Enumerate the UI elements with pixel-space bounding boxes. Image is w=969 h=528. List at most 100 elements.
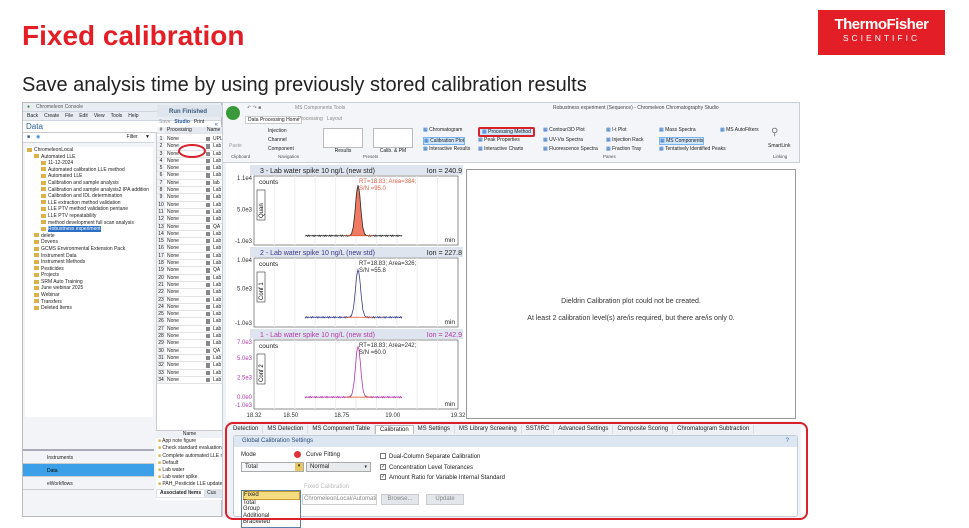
- col-name[interactable]: Name: [207, 127, 221, 133]
- table-row[interactable]: 14 None Lab: [157, 230, 223, 239]
- pane-tentatively-identified-peaks[interactable]: ▦ Tentatively Identified Peaks: [659, 146, 726, 152]
- table-row[interactable]: 5 None Lab: [157, 165, 223, 173]
- tree-item[interactable]: SRM Auto Training: [25, 279, 153, 286]
- assoc-item[interactable]: ■ App note figure: [158, 438, 197, 445]
- menu-create[interactable]: Create: [44, 113, 60, 119]
- mode-option-fixed[interactable]: Fixed: [243, 491, 300, 500]
- mode-option-total[interactable]: Total: [243, 499, 256, 506]
- component-button[interactable]: Component: [268, 146, 294, 152]
- tree-item[interactable]: Robustness experiment: [25, 226, 153, 233]
- tab-ms-settings[interactable]: MS Settings: [414, 425, 456, 434]
- tab-chromatogram-subtraction[interactable]: Chromatogram Subtraction: [673, 425, 755, 434]
- checkbox-row[interactable]: ✓ Concentration Level Tolerances: [380, 463, 473, 471]
- tab-layout[interactable]: Layout: [327, 116, 343, 122]
- tree-item[interactable]: Pesticides: [25, 266, 153, 273]
- table-row[interactable]: 18 None Lab: [157, 260, 223, 268]
- quick-access-toolbar[interactable]: ↶ ↷ ■: [247, 105, 262, 111]
- print-button[interactable]: Print: [193, 119, 205, 125]
- mode-option-additional[interactable]: Additional: [243, 512, 270, 519]
- pane-ms-components[interactable]: ▦ MS Components: [659, 136, 705, 145]
- checkbox-row[interactable]: ✓ Amount Ratio for Variable Internal Stan…: [380, 474, 505, 481]
- pane-injection-rack[interactable]: ▦ Injection Rack: [606, 136, 644, 143]
- tree-item[interactable]: Projects: [25, 272, 153, 279]
- checkbox[interactable]: [380, 453, 386, 460]
- pane-chromatogram[interactable]: ▦ Chromatogram: [423, 127, 463, 133]
- channel-button[interactable]: Channel: [268, 137, 287, 143]
- table-row[interactable]: 30 None QA: [157, 347, 223, 355]
- table-row[interactable]: 17 None Lab: [157, 252, 223, 261]
- calib-pm-preset[interactable]: Calib. & PM: [373, 128, 413, 154]
- tree-item[interactable]: June webinar 2025: [25, 285, 153, 292]
- pane-mass-spectra[interactable]: ▦ Mass Spectra: [659, 127, 696, 133]
- table-row[interactable]: 33 None Lab: [157, 369, 223, 377]
- checkbox[interactable]: ✓: [380, 474, 386, 481]
- table-row[interactable]: 27 None Lab: [157, 325, 223, 334]
- tree-item[interactable]: delete: [25, 233, 153, 240]
- menu-view[interactable]: View: [93, 113, 105, 119]
- pane-uv-vis-spectra[interactable]: ▦ UV-Vis Spectra: [543, 136, 583, 143]
- pane-contour-3d-plot[interactable]: ▦ Contour/3D Plot: [543, 127, 585, 133]
- tree-item[interactable]: LLE extraction method validation: [25, 200, 153, 207]
- tree-item[interactable]: Deleted Items: [25, 305, 153, 312]
- menu-help[interactable]: Help: [128, 113, 139, 119]
- tree-item[interactable]: LLE PTV method validation pentane: [25, 206, 153, 213]
- tree-item[interactable]: Calibration and IDL determination: [25, 193, 153, 200]
- table-row[interactable]: 31 None Lab: [157, 354, 223, 363]
- pane-peak-properties[interactable]: ▦ Peak Properties: [478, 136, 520, 143]
- tree-item[interactable]: Instrument Data: [25, 253, 153, 260]
- assoc-item[interactable]: ■ Lab water: [158, 467, 185, 474]
- mode-dropdown[interactable]: Total ▾: [241, 462, 304, 472]
- pane-calibration-plot[interactable]: ▦ Calibration Plot: [423, 136, 466, 145]
- tab-associated-items[interactable]: Associated Items: [157, 489, 205, 497]
- browse-button[interactable]: Browse...: [381, 494, 419, 505]
- tab-processing[interactable]: Processing: [298, 116, 323, 122]
- tab-detection[interactable]: Detection: [229, 425, 264, 434]
- save-button[interactable]: Save: [159, 119, 171, 125]
- tree-item[interactable]: Transfers: [25, 299, 153, 306]
- results-preset[interactable]: Results: [323, 128, 363, 154]
- table-row[interactable]: 13 None QA: [157, 223, 223, 231]
- studio-button[interactable]: Studio: [174, 119, 190, 125]
- help-icon[interactable]: ?: [785, 438, 789, 444]
- table-row[interactable]: 22 None Lab: [157, 289, 223, 297]
- tab-custom[interactable]: Cus: [207, 489, 217, 496]
- pane-fluorescence-spectra[interactable]: ▦ Fluorescence Spectra: [543, 146, 598, 152]
- tree-item[interactable]: LLE PTV repeatability: [25, 213, 153, 220]
- paste-button[interactable]: Paste: [229, 143, 242, 149]
- checkbox[interactable]: ✓: [380, 463, 386, 470]
- menu-file[interactable]: File: [65, 113, 74, 119]
- assoc-item[interactable]: ■ Default: [158, 459, 179, 466]
- tree-item[interactable]: Calibration and sample analysis2 IPA add…: [25, 187, 153, 194]
- table-row[interactable]: 26 None Lab: [157, 318, 223, 326]
- tab-ms-library-screening[interactable]: MS Library Screening: [455, 425, 522, 434]
- menu-tools[interactable]: Tools: [110, 113, 123, 119]
- table-row[interactable]: 1 None UPL: [157, 136, 223, 144]
- update-button[interactable]: Update: [426, 494, 464, 505]
- injection-button[interactable]: Injection: [268, 128, 287, 134]
- table-row[interactable]: 29 None Lab: [157, 340, 223, 348]
- table-row[interactable]: 4 None Lab: [157, 157, 223, 166]
- pane-i-t-plot[interactable]: ▦ I-t Plot: [606, 127, 627, 133]
- fixed-calibration-path[interactable]: ChromeleonLocal/Automati: [302, 494, 377, 505]
- table-row[interactable]: 6 None Lab: [157, 172, 223, 180]
- nav-eworkflows[interactable]: eWorkflows: [23, 477, 154, 490]
- tab-composite-scoring[interactable]: Composite Scoring: [613, 425, 674, 434]
- table-row[interactable]: 15 None Lab: [157, 238, 223, 246]
- tree-item[interactable]: 11-12-2024: [25, 160, 153, 167]
- table-row[interactable]: 12 None Lab: [157, 216, 223, 224]
- table-row[interactable]: 10 None Lab: [157, 201, 223, 209]
- col-processing[interactable]: Processing: [167, 127, 192, 133]
- smartlink-button[interactable]: SmartLink: [768, 143, 791, 149]
- table-row[interactable]: 8 None Lab: [157, 187, 223, 195]
- pane-ms-autofilters[interactable]: ▦ MS AutoFilters: [720, 127, 759, 133]
- app-button[interactable]: [226, 106, 240, 120]
- tree-item[interactable]: Automated LLE: [25, 173, 153, 180]
- tab-sst-irc[interactable]: SST/IRC: [522, 425, 555, 434]
- mode-option-group[interactable]: Group: [243, 506, 260, 512]
- curve-fitting-dropdown[interactable]: Normal ▾: [306, 462, 371, 472]
- table-row[interactable]: 28 None Lab: [157, 333, 223, 341]
- assoc-item[interactable]: ■ Lab water spike: [158, 474, 198, 481]
- tree-item[interactable]: Dovens: [25, 239, 153, 246]
- table-row[interactable]: 19 None QA: [157, 267, 223, 275]
- table-row[interactable]: 23 None Lab: [157, 296, 223, 304]
